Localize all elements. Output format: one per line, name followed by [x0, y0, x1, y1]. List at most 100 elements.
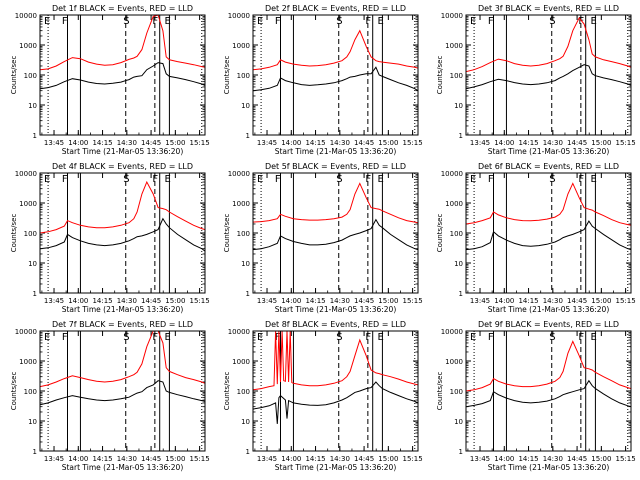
x-tick-label: 15:00: [378, 455, 398, 463]
x-axis-label: Start Time (21-Mar-05 13:36:20): [62, 463, 184, 472]
y-tick-label: 10000: [15, 328, 37, 336]
chart-panel-3: Det 3f BLACK = Events, RED = LLD 1 10 100 10…: [436, 4, 636, 156]
y-tick-label: 10: [241, 260, 250, 268]
x-tick-label: 13:45: [44, 455, 64, 463]
y-tick-label: 1000: [19, 42, 37, 50]
x-tick-label: 13:45: [470, 297, 490, 305]
plot-frame: [465, 172, 632, 294]
x-tick-label: 14:30: [330, 297, 350, 305]
marker-label: F: [62, 174, 68, 185]
series-line-events: [40, 380, 205, 406]
y-tick-label: 10: [28, 102, 37, 110]
y-tick-label: 1000: [19, 358, 37, 366]
x-tick-label: 14:00: [281, 139, 301, 147]
y-tick-label: 10: [454, 102, 463, 110]
y-tick-label: 1: [33, 132, 37, 140]
x-tick-label: 15:15: [403, 139, 423, 147]
y-tick-label: 1000: [232, 42, 250, 50]
marker-label: E: [470, 16, 476, 27]
series-line-lld: [40, 331, 205, 388]
x-tick-label: 13:45: [44, 139, 64, 147]
chart-panel-8: Det 8f BLACK = Events, RED = LLD 1 10 100 10…: [223, 320, 423, 472]
x-tick-label: 15:00: [378, 297, 398, 305]
y-tick-label: 1: [459, 290, 463, 298]
chart-title: Det 7f BLACK = Events, RED = LLD: [52, 320, 193, 329]
x-tick-label: 13:45: [470, 139, 490, 147]
chart-panel-5: Det 5f BLACK = Events, RED = LLD 1 10 100 10…: [223, 162, 423, 314]
x-tick-label: 14:00: [68, 455, 88, 463]
marker-label: S: [336, 16, 342, 27]
marker-label: E: [591, 332, 597, 343]
x-axis-label: Start Time (21-Mar-05 13:36:20): [62, 305, 184, 314]
series-line-lld: [466, 16, 631, 73]
y-tick-label: 1: [246, 448, 250, 456]
x-tick-label: 14:45: [141, 297, 161, 305]
x-tick-label: 14:00: [494, 455, 514, 463]
x-tick-label: 13:45: [257, 139, 277, 147]
x-tick-label: 14:45: [354, 139, 374, 147]
x-axis-label: Start Time (21-Mar-05 13:36:20): [275, 147, 397, 156]
marker-label: F: [275, 16, 281, 27]
x-tick-label: 15:00: [378, 139, 398, 147]
series-line-lld: [253, 331, 418, 391]
marker-label: E: [165, 174, 171, 185]
chart-panel-4: Det 4f BLACK = Events, RED = LLD 1 10 100 10…: [10, 162, 210, 314]
series-line-events: [40, 217, 205, 252]
marker-label: E: [378, 174, 384, 185]
x-tick-label: 15:00: [591, 455, 611, 463]
y-tick-label: 1000: [445, 358, 463, 366]
x-axis-label: Start Time (21-Mar-05 13:36:20): [488, 147, 610, 156]
y-tick-label: 1000: [19, 200, 37, 208]
x-axis-label: Start Time (21-Mar-05 13:36:20): [488, 305, 610, 314]
series-line-lld: [466, 340, 631, 392]
x-tick-label: 15:00: [165, 297, 185, 305]
y-tick-label: 10: [28, 418, 37, 426]
marker-label: F: [488, 16, 494, 27]
y-tick-label: 10000: [228, 328, 250, 336]
marker-label: F: [62, 332, 68, 343]
y-tick-label: 10000: [441, 328, 463, 336]
marker-label: S: [123, 16, 129, 27]
y-tick-label: 100: [24, 230, 37, 238]
y-tick-label: 10000: [15, 170, 37, 178]
x-tick-label: 14:00: [68, 139, 88, 147]
marker-label: E: [44, 332, 50, 343]
x-tick-label: 13:45: [44, 297, 64, 305]
marker-label: E: [257, 174, 263, 185]
x-tick-label: 14:30: [543, 139, 563, 147]
plot-frame: [252, 330, 419, 452]
x-tick-label: 14:00: [68, 297, 88, 305]
series-line-lld: [40, 15, 205, 71]
x-tick-label: 14:15: [305, 455, 325, 463]
y-tick-label: 1000: [232, 200, 250, 208]
marker-label: F: [365, 332, 371, 343]
y-tick-label: 100: [237, 72, 250, 80]
plot-frame: [252, 14, 419, 136]
marker-label: F: [275, 332, 281, 343]
y-tick-label: 100: [237, 230, 250, 238]
y-tick-label: 10: [241, 102, 250, 110]
marker-label: F: [488, 174, 494, 185]
marker-label: F: [152, 16, 158, 27]
y-tick-label: 1: [459, 448, 463, 456]
marker-label: E: [591, 174, 597, 185]
chart-panel-2: Det 2f BLACK = Events, RED = LLD 1 10 100 10…: [223, 4, 423, 156]
marker-label: E: [378, 332, 384, 343]
x-tick-label: 14:00: [281, 455, 301, 463]
x-tick-label: 13:45: [470, 455, 490, 463]
plot-frame: [252, 172, 419, 294]
x-tick-label: 15:15: [190, 297, 210, 305]
marker-label: S: [123, 174, 129, 185]
series-line-events: [466, 220, 631, 251]
chart-title: Det 6f BLACK = Events, RED = LLD: [478, 162, 619, 171]
x-axis-label: Start Time (21-Mar-05 13:36:20): [62, 147, 184, 156]
y-tick-label: 10: [28, 260, 37, 268]
marker-label: E: [378, 16, 384, 27]
series-line-lld: [253, 182, 418, 224]
y-tick-label: 1: [246, 290, 250, 298]
y-tick-label: 100: [237, 388, 250, 396]
y-tick-label: 10: [454, 260, 463, 268]
plot-frame: [39, 14, 206, 136]
y-tick-label: 10: [454, 418, 463, 426]
series-line-events: [466, 64, 631, 90]
